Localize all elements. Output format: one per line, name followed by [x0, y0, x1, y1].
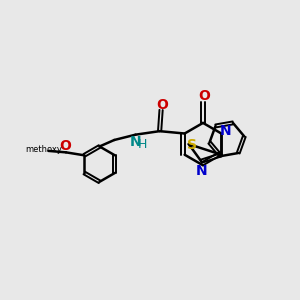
Text: N: N — [220, 124, 231, 138]
Text: O: O — [198, 89, 210, 103]
Text: methoxy: methoxy — [25, 145, 62, 154]
Text: S: S — [187, 138, 197, 152]
Text: H: H — [138, 138, 147, 151]
Text: N: N — [130, 135, 142, 149]
Text: O: O — [59, 140, 71, 154]
Text: N: N — [195, 164, 207, 178]
Text: O: O — [156, 98, 168, 112]
